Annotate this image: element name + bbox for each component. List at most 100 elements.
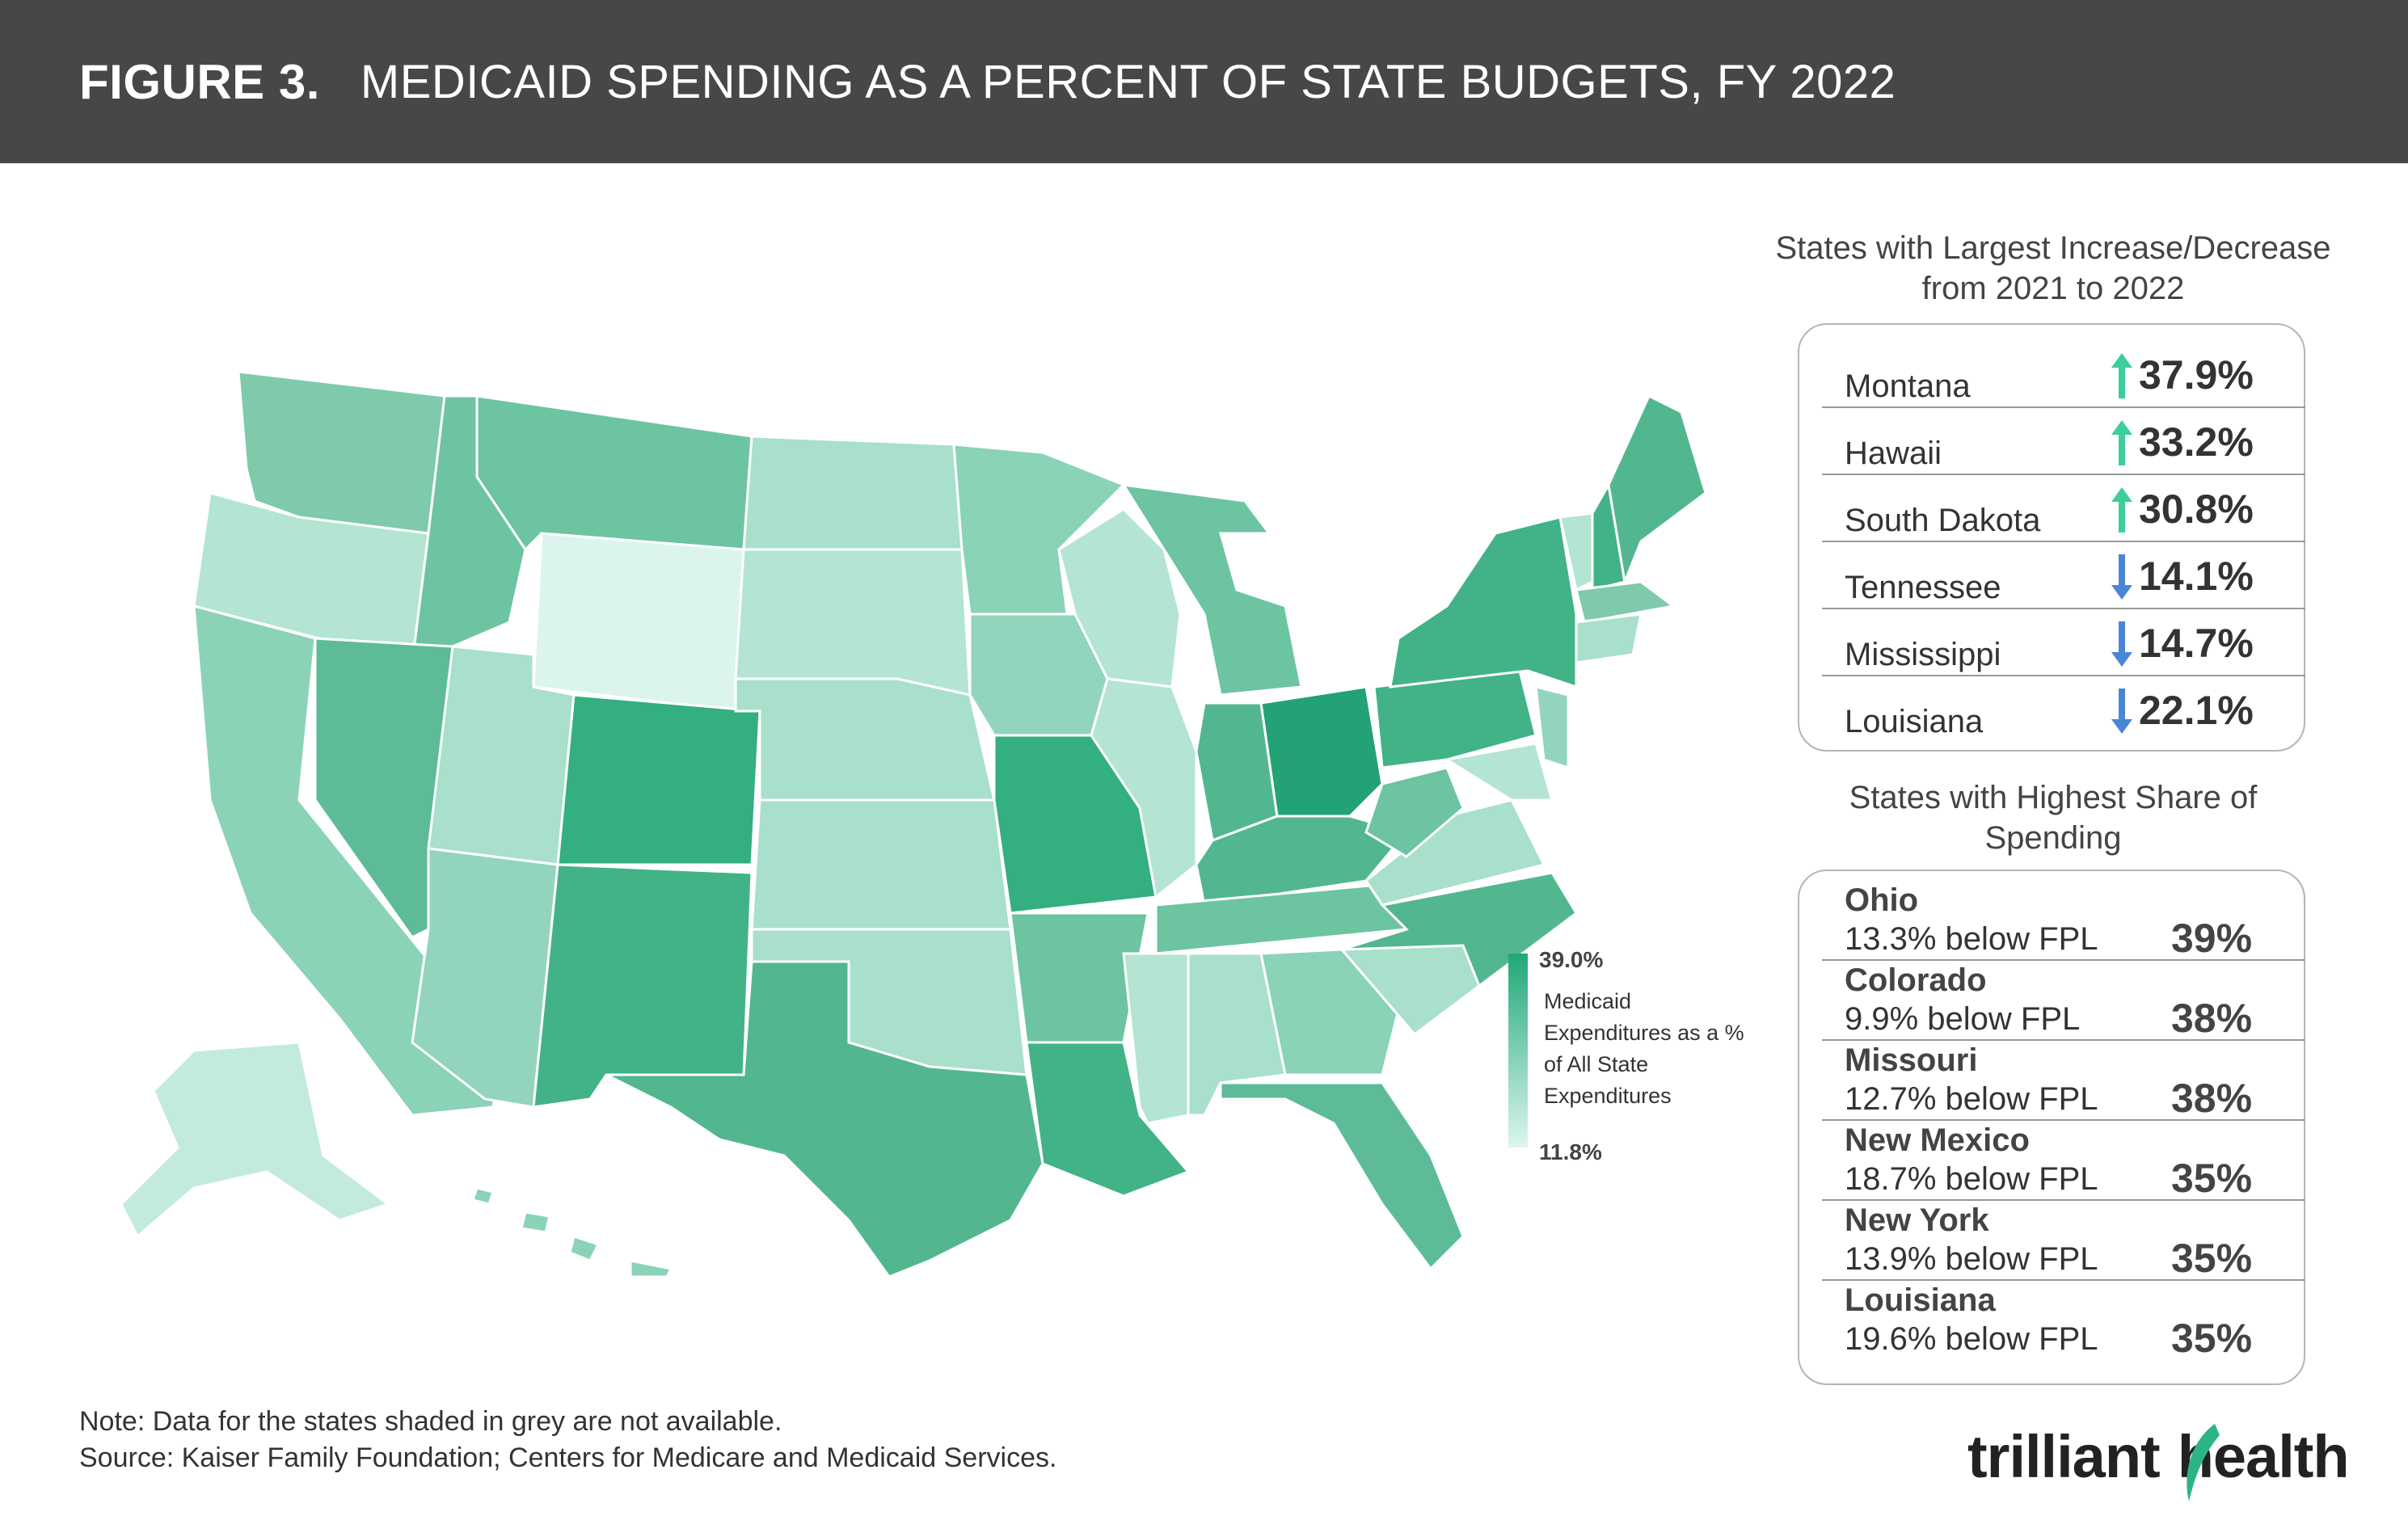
state-new-york — [1389, 516, 1578, 689]
share-state-name: Colorado — [1845, 962, 1987, 998]
state-wyoming — [532, 532, 745, 713]
state-new-mexico — [532, 863, 753, 1109]
share-value: 35% — [2171, 1236, 2253, 1281]
share-fpl: 12.7% below FPL — [1845, 1081, 2098, 1117]
share-fpl: 18.7% below FPL — [1845, 1161, 2098, 1197]
source-note: Source: Kaiser Family Foundation; Center… — [79, 1442, 1057, 1473]
state-west-virginia — [1364, 766, 1465, 858]
state-nebraska — [734, 677, 996, 802]
change-value: 14.1% — [2139, 554, 2254, 599]
state-louisiana — [1025, 1041, 1191, 1198]
state-kansas — [750, 798, 1012, 931]
share-row: Missouri 12.7% below FPL 38% — [1822, 1039, 2305, 1121]
change-panel: Montana 37.9% Hawaii 33.2% South Dakota … — [1798, 323, 2305, 752]
legend-description: Medicaid Expenditures as a % of All Stat… — [1544, 989, 1744, 1108]
state-texas — [605, 960, 1044, 1278]
state-new-jersey — [1534, 685, 1570, 770]
state-north-carolina — [1341, 871, 1578, 988]
legend-gradient-bar — [1508, 954, 1528, 1147]
share-row: Ohio 13.3% below FPL 39% — [1822, 879, 2305, 961]
change-state-name: Hawaii — [1845, 436, 1942, 471]
change-value: 37.9% — [2139, 352, 2254, 398]
state-maryland — [1443, 742, 1554, 802]
change-state-name: Montana — [1845, 368, 1971, 404]
state-ohio — [1259, 685, 1384, 818]
share-row: Colorado 9.9% below FPL 38% — [1822, 959, 2305, 1041]
state-alaska — [120, 1041, 391, 1239]
share-state-name: New York — [1845, 1202, 1989, 1238]
state-north-dakota — [742, 435, 964, 551]
arrow-down-icon — [2111, 621, 2132, 667]
share-row: New Mexico 18.7% below FPL 35% — [1822, 1119, 2305, 1201]
change-row: Hawaii 33.2% — [1822, 406, 2305, 475]
figure-label: FIGURE 3. — [79, 54, 320, 109]
footnote: Note: Data for the states shaded in grey… — [79, 1406, 782, 1437]
state-connecticut — [1575, 613, 1643, 664]
arrow-up-icon — [2111, 353, 2132, 398]
state-south-dakota — [734, 548, 972, 697]
change-panel-title-line2: from 2021 to 2022 — [1921, 271, 2185, 306]
change-value: 30.8% — [2139, 486, 2254, 532]
change-state-name: Tennessee — [1845, 570, 2001, 605]
share-row: New York 13.9% below FPL 35% — [1822, 1199, 2305, 1281]
share-panel: Ohio 13.3% below FPL 39% Colorado 9.9% b… — [1798, 870, 2305, 1385]
change-row: South Dakota 30.8% — [1822, 474, 2305, 542]
trilliant-health-logo: trilliant health — [1967, 1422, 2350, 1501]
state-colorado — [556, 693, 761, 866]
share-state-name: Missouri — [1845, 1042, 1978, 1078]
share-panel-title-line1: States with Highest Share of — [1849, 780, 2258, 815]
arrow-down-icon — [2111, 554, 2132, 600]
share-value: 35% — [2171, 1156, 2253, 1201]
change-state-name: Louisiana — [1845, 704, 1984, 739]
share-panel-title-line2: Spending — [1984, 820, 2122, 856]
us-choropleth-map — [73, 347, 1722, 1278]
share-value: 35% — [2171, 1316, 2253, 1361]
change-value: 22.1% — [2139, 688, 2254, 733]
change-state-name: South Dakota — [1845, 503, 2041, 538]
share-fpl: 13.3% below FPL — [1845, 921, 2098, 957]
state-maine — [1607, 394, 1707, 587]
share-state-name: Louisiana — [1845, 1282, 1996, 1318]
change-value: 14.7% — [2139, 621, 2254, 666]
state-montana — [475, 394, 753, 552]
share-panel-title: States with Highest Share of Spending — [1746, 777, 2360, 858]
change-panel-title: States with Largest Increase/Decrease fr… — [1746, 228, 2360, 309]
share-value: 38% — [2171, 996, 2253, 1041]
figure-title: MEDICAID SPENDING AS A PERCENT OF STATE … — [360, 55, 1896, 108]
legend-max-label: 39.0% — [1539, 947, 1604, 972]
change-row: Montana 37.9% — [1822, 339, 2305, 408]
figure-header: FIGURE 3. MEDICAID SPENDING AS A PERCENT… — [0, 0, 2408, 163]
share-value: 38% — [2171, 1076, 2253, 1121]
arrow-up-icon — [2111, 420, 2132, 465]
change-value: 33.2% — [2139, 419, 2254, 465]
state-florida — [1219, 1081, 1465, 1271]
share-row: Louisiana 19.6% below FPL 35% — [1822, 1279, 2305, 1361]
share-fpl: 9.9% below FPL — [1845, 1001, 2081, 1037]
state-minnesota — [952, 443, 1126, 616]
state-wisconsin — [1057, 507, 1182, 688]
arrow-down-icon — [2111, 688, 2132, 734]
state-georgia — [1259, 948, 1400, 1076]
share-state-name: Ohio — [1845, 882, 1919, 918]
state-illinois — [1090, 677, 1198, 899]
state-hawaii — [471, 1186, 673, 1278]
change-panel-title-line1: States with Largest Increase/Decrease — [1775, 230, 2331, 266]
share-state-name: New Mexico — [1845, 1122, 2030, 1158]
color-legend: 39.0% Medicaid Expenditures as a % of Al… — [1505, 947, 1748, 1164]
arrow-up-icon — [2111, 487, 2132, 533]
state-massachusetts — [1575, 580, 1676, 624]
state-michigan — [1121, 483, 1303, 697]
change-row: Mississippi 14.7% — [1822, 608, 2305, 676]
share-value: 39% — [2171, 916, 2253, 961]
legend-min-label: 11.8% — [1539, 1139, 1602, 1164]
map-svg — [120, 370, 1707, 1278]
logo-swoosh-icon — [2187, 1424, 2220, 1501]
change-row: Louisiana 22.1% — [1822, 675, 2305, 742]
state-nevada — [314, 637, 454, 939]
share-fpl: 19.6% below FPL — [1845, 1321, 2098, 1357]
share-fpl: 13.9% below FPL — [1845, 1241, 2098, 1277]
state-mississippi — [1122, 952, 1190, 1125]
logo-text-part1: trilliant — [1967, 1423, 2161, 1490]
change-state-name: Mississippi — [1845, 637, 2001, 672]
change-row: Tennessee 14.1% — [1822, 541, 2305, 609]
